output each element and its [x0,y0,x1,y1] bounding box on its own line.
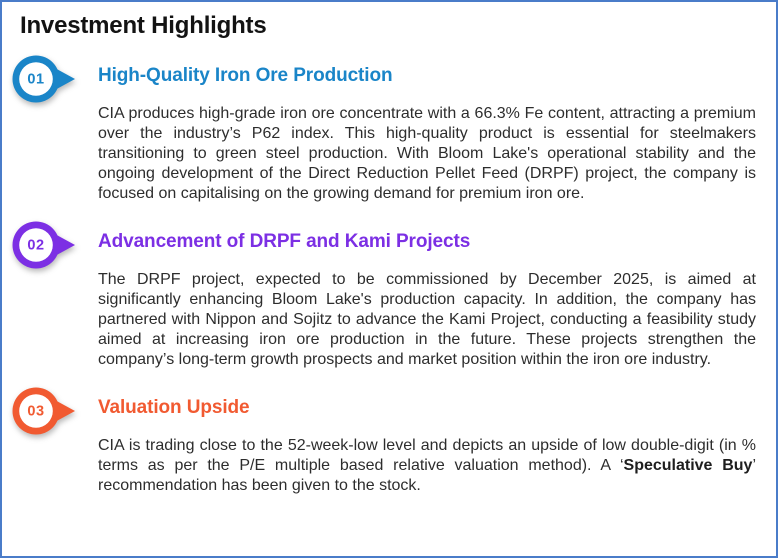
numbered-pin-3: 03 [12,385,76,437]
numbered-pin-2: 02 [12,219,76,271]
pin-number: 02 [27,238,44,254]
section-body: The DRPF project, expected to be commiss… [98,271,756,368]
page-title: Investment Highlights [20,12,267,39]
highlight-section-drpf-kami: 02 Advancement of DRPF and Kami Projects… [12,219,756,370]
section-heading: High-Quality Iron Ore Production [98,65,393,86]
highlight-section-iron-ore: 01 High-Quality Iron Ore Production CIA … [12,53,756,204]
pin-inner [19,228,53,262]
numbered-pin-icon: 03 [12,387,75,435]
section-heading: Advancement of DRPF and Kami Projects [98,231,471,252]
body-text-post: ’ recommendation has been given to the s… [98,457,757,494]
section-content: High-Quality Iron Ore Production CIA pro… [98,53,756,204]
section-content: Valuation Upside CIA is trading close to… [98,385,756,496]
section-content: Advancement of DRPF and Kami Projects Th… [98,219,756,370]
section-heading: Valuation Upside [98,397,250,418]
numbered-pin-icon: 01 [12,55,75,103]
pin-number: 03 [27,404,44,420]
highlight-section-valuation: 03 Valuation Upside CIA is trading close… [12,385,756,496]
pin-inner [19,62,53,96]
numbered-pin-1: 01 [12,53,76,105]
speculative-buy-bold: Speculative Buy [623,457,753,474]
pin-number: 01 [27,72,44,88]
body-text-pre: CIA is trading close to the 52-week-low … [98,437,756,474]
pin-inner [19,394,53,428]
highlights-list: 01 High-Quality Iron Ore Production CIA … [12,53,756,496]
section-body: CIA is trading close to the 52-week-low … [98,436,756,496]
numbered-pin-icon: 02 [12,221,75,269]
section-body: CIA produces high-grade iron ore concent… [98,105,756,202]
